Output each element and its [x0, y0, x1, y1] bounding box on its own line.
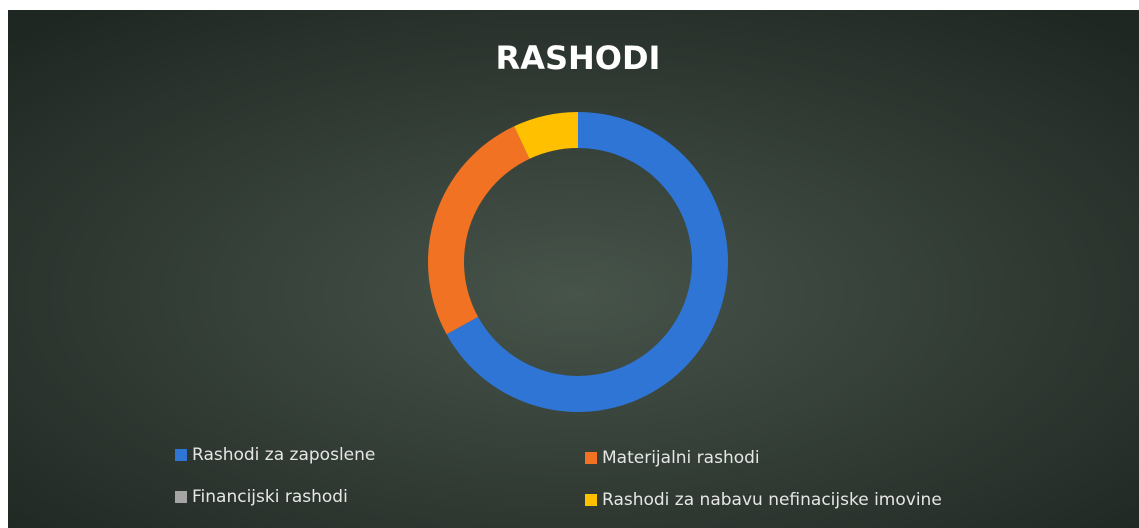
legend-label: Rashodi za zaposlene: [192, 445, 375, 465]
legend-label: Rashodi za nabavu nefinacijske imovine: [602, 490, 942, 510]
donut-segment: [514, 112, 578, 159]
legend-swatch: [175, 491, 187, 503]
legend-swatch: [585, 494, 597, 506]
legend-label: Financijski rashodi: [192, 487, 348, 507]
donut-segment: [428, 126, 530, 335]
legend-label: Materijalni rashodi: [602, 448, 760, 468]
legend-swatch: [585, 452, 597, 464]
chart-title: RASHODI: [496, 39, 661, 77]
chart-background: [8, 10, 1139, 528]
legend-swatch: [175, 449, 187, 461]
